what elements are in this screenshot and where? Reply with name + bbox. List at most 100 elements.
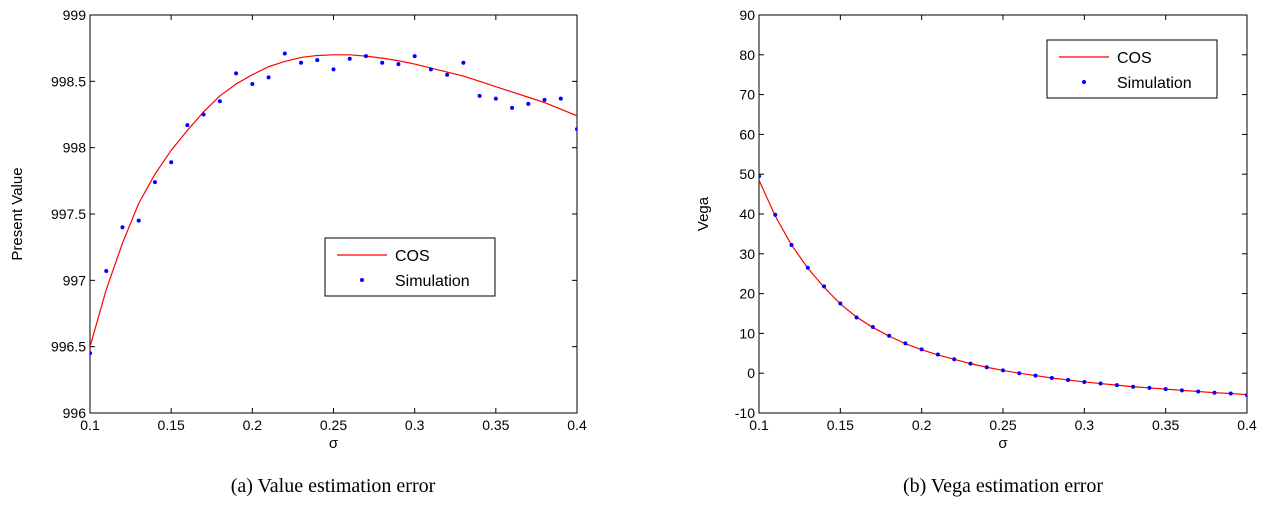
simulation-point xyxy=(935,352,940,357)
x-tick-label: 0.35 xyxy=(482,417,509,433)
simulation-point xyxy=(331,67,336,72)
x-tick-label: 0.4 xyxy=(1237,417,1257,433)
simulation-point xyxy=(380,60,385,65)
y-tick-label: 997 xyxy=(63,272,87,288)
simulation-point xyxy=(1228,391,1233,396)
figure-caption: (a) Value estimation error xyxy=(231,475,436,497)
simulation-point xyxy=(1245,393,1247,398)
y-tick-label: 997.5 xyxy=(51,206,86,222)
simulation-point xyxy=(1179,388,1184,393)
chart-value-estimation: 0.1 0.15 0.2 0.25 0.3 0.35 0.4 996 996.5 997 997.5… xyxy=(9,7,587,497)
simulation-point xyxy=(445,72,450,77)
simulation-point xyxy=(282,51,287,56)
legend-label: COS xyxy=(395,248,430,265)
simulation-point xyxy=(558,96,563,101)
chart-vega-estimation: 0.1 0.15 0.2 0.25 0.3 0.35 0.4 -10 0 10 20 30 40 50 60… xyxy=(695,7,1257,497)
simulation-point xyxy=(903,341,908,346)
y-tick-label: 996 xyxy=(63,405,87,421)
simulation-point xyxy=(217,99,222,104)
simulation-point xyxy=(152,180,157,185)
simulation-point xyxy=(952,357,957,362)
simulation-point xyxy=(773,212,778,217)
simulation-point xyxy=(542,97,547,102)
simulation-point xyxy=(234,71,239,76)
figure-caption: (b) Vega estimation error xyxy=(903,475,1103,497)
legend: COS Simulation xyxy=(1046,39,1218,99)
simulation-point xyxy=(299,60,304,65)
series-line-cos xyxy=(90,54,577,347)
x-tick-label: 0.3 xyxy=(1075,417,1095,433)
y-tick-label: 50 xyxy=(739,166,755,182)
simulation-point xyxy=(136,218,141,223)
x-tick-label: 0.1 xyxy=(749,417,769,433)
simulation-point xyxy=(1017,371,1022,376)
x-tick-label: 0.35 xyxy=(1152,417,1179,433)
simulation-point xyxy=(1212,390,1217,395)
y-tick-label: 0 xyxy=(747,365,755,381)
simulation-point xyxy=(428,67,433,72)
y-tick-label: 999 xyxy=(63,7,87,23)
simulation-point xyxy=(396,62,401,67)
simulation-point xyxy=(315,58,320,63)
simulation-point xyxy=(250,81,255,86)
simulation-point xyxy=(822,284,827,289)
simulation-point xyxy=(789,243,794,248)
simulation-point xyxy=(185,123,190,128)
x-tick-label: 0.2 xyxy=(243,417,263,433)
simulation-point xyxy=(169,160,174,165)
simulation-point xyxy=(493,96,498,101)
x-tick-label: 0.2 xyxy=(912,417,932,433)
plot-area xyxy=(90,51,577,356)
simulation-point xyxy=(1131,384,1136,389)
simulation-point xyxy=(1001,368,1005,373)
simulation-point xyxy=(887,333,892,338)
x-axis-label: σ xyxy=(329,435,339,452)
simulation-point xyxy=(90,351,92,356)
simulation-point xyxy=(1049,375,1054,380)
y-tick-label: 90 xyxy=(739,7,755,23)
y-tick-label: 10 xyxy=(739,325,755,341)
simulation-point xyxy=(347,56,352,61)
y-tick-label: 40 xyxy=(739,206,755,222)
simulation-point xyxy=(120,225,125,230)
simulation-point xyxy=(1033,373,1038,378)
simulation-point xyxy=(1082,379,1087,384)
x-tick-label: 0.15 xyxy=(827,417,854,433)
simulation-point xyxy=(968,361,973,366)
simulation-point xyxy=(919,347,924,352)
x-tick-label: 0.3 xyxy=(405,417,425,433)
plot-frame xyxy=(89,14,578,414)
y-tick-label: 60 xyxy=(739,126,755,142)
simulation-point xyxy=(363,54,368,59)
simulation-point xyxy=(759,174,761,179)
y-tick-label: 30 xyxy=(739,246,755,262)
legend-label: Simulation xyxy=(395,273,470,290)
y-tick-label: 80 xyxy=(739,47,755,63)
simulation-point xyxy=(1098,381,1103,386)
x-tick-label: 0.1 xyxy=(80,417,100,433)
legend-swatch-simulation xyxy=(1082,80,1086,84)
simulation-point xyxy=(461,60,466,65)
simulation-point xyxy=(510,105,515,110)
x-tick-label: 0.25 xyxy=(320,417,347,433)
legend-box xyxy=(1046,39,1218,99)
simulation-point xyxy=(1163,387,1168,392)
y-tick-label: 20 xyxy=(739,286,755,302)
y-tick-label: 998 xyxy=(63,140,87,156)
simulation-point xyxy=(526,101,531,106)
legend-label: COS xyxy=(1117,50,1152,67)
simulation-point xyxy=(1147,385,1152,390)
simulation-point xyxy=(1114,383,1119,388)
simulation-point xyxy=(838,301,843,306)
x-tick-label: 0.25 xyxy=(989,417,1016,433)
simulation-point xyxy=(477,93,482,98)
simulation-point xyxy=(870,325,875,330)
legend-box xyxy=(324,237,496,297)
simulation-point xyxy=(1196,389,1201,394)
y-tick-label: -10 xyxy=(735,405,755,421)
x-tick-label: 0.4 xyxy=(567,417,587,433)
y-tick-label: 70 xyxy=(739,87,755,103)
simulation-point xyxy=(104,269,109,274)
simulation-point xyxy=(984,365,989,370)
y-tick-label: 998.5 xyxy=(51,73,86,89)
